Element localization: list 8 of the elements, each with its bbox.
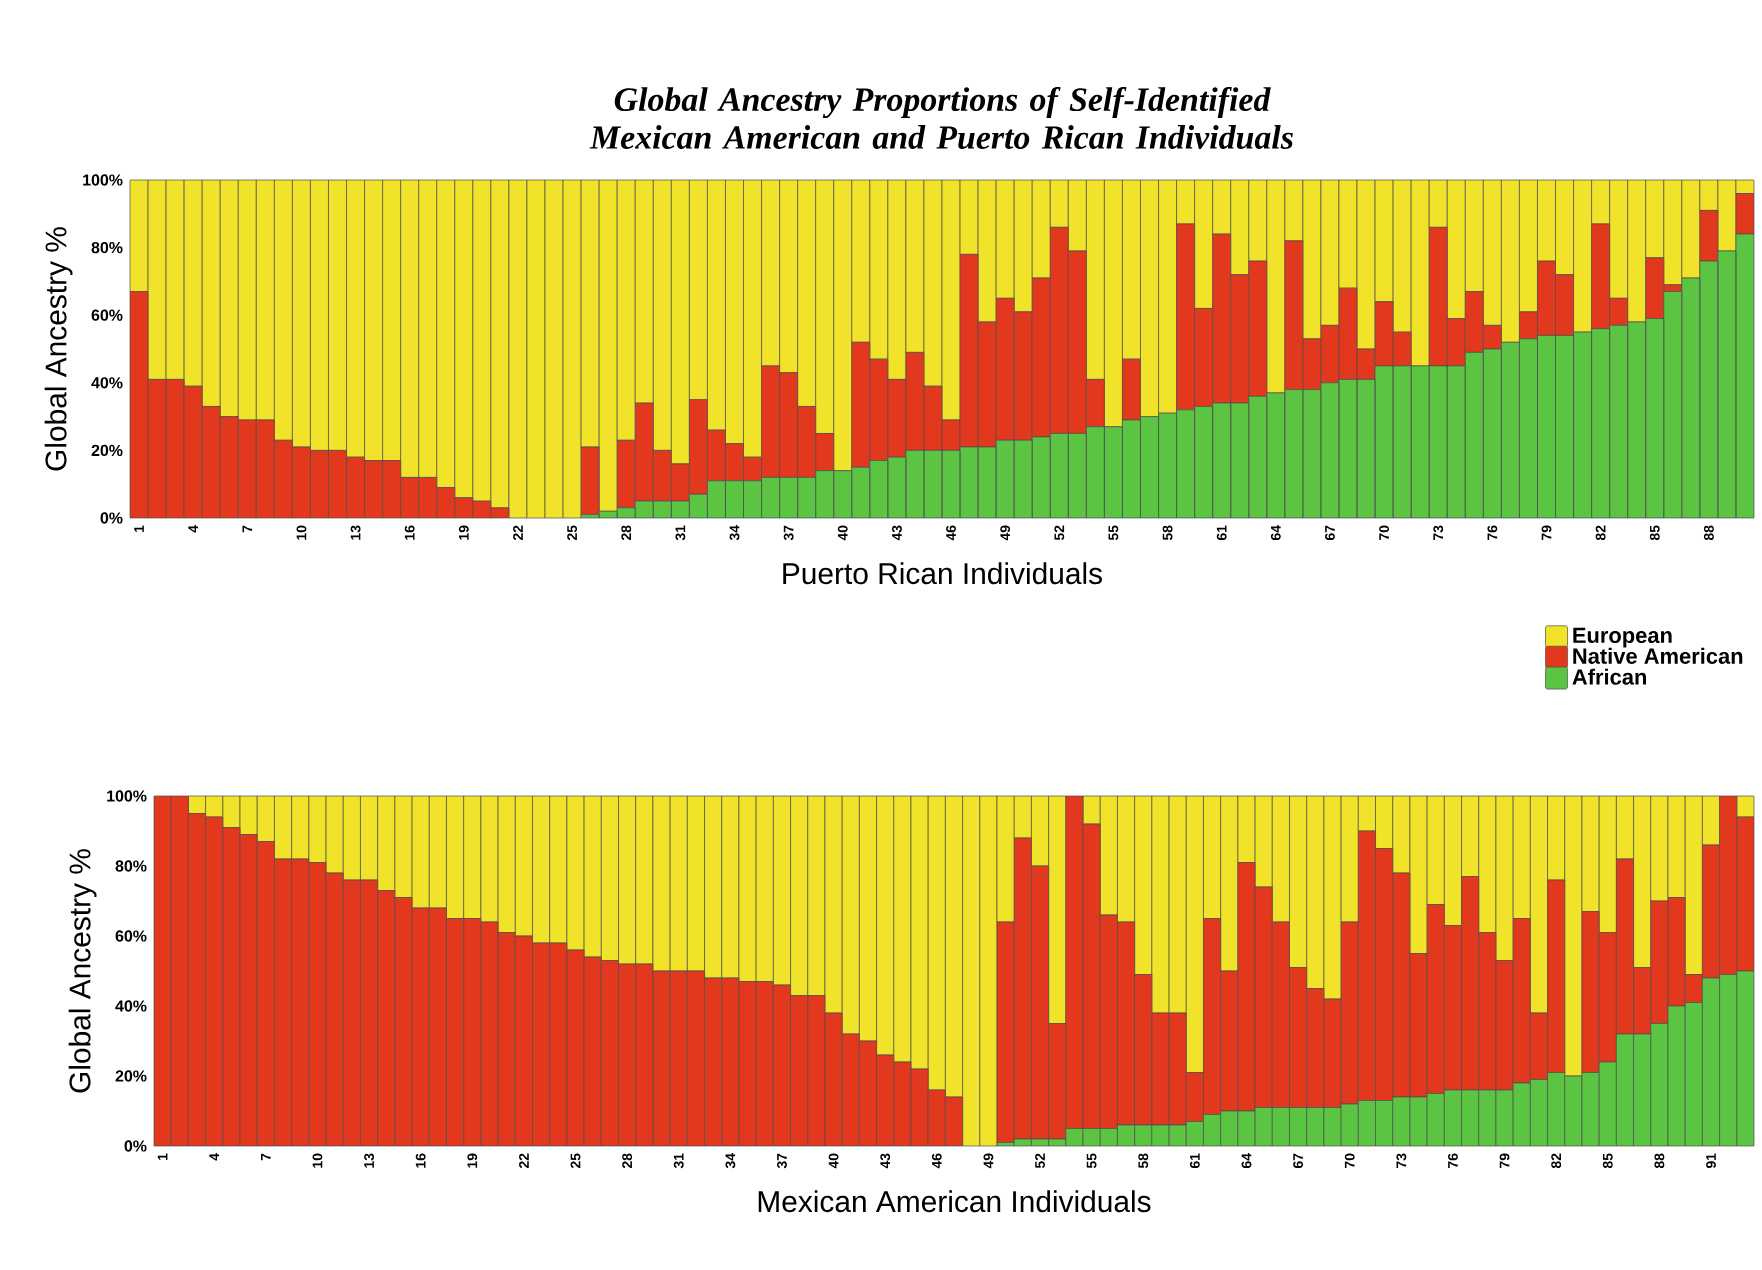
legend-label: European: [1573, 627, 1672, 648]
legend-label: Native American: [1573, 647, 1743, 664]
x-axis-title: Mexican American Individuals: [758, 1190, 1151, 1213]
legend-label: African: [1572, 668, 1647, 685]
chart-title: Global Ancestry Proportions of Self-Identified Mexican American and Puerto Rican Individuals: [589, 86, 1293, 149]
x-axis-title: Puerto Rican Individuals: [783, 562, 1102, 585]
y-axis-title: Global Ancestry %: [68, 849, 97, 1093]
y-axis-title: Global Ancestry %: [44, 227, 73, 471]
